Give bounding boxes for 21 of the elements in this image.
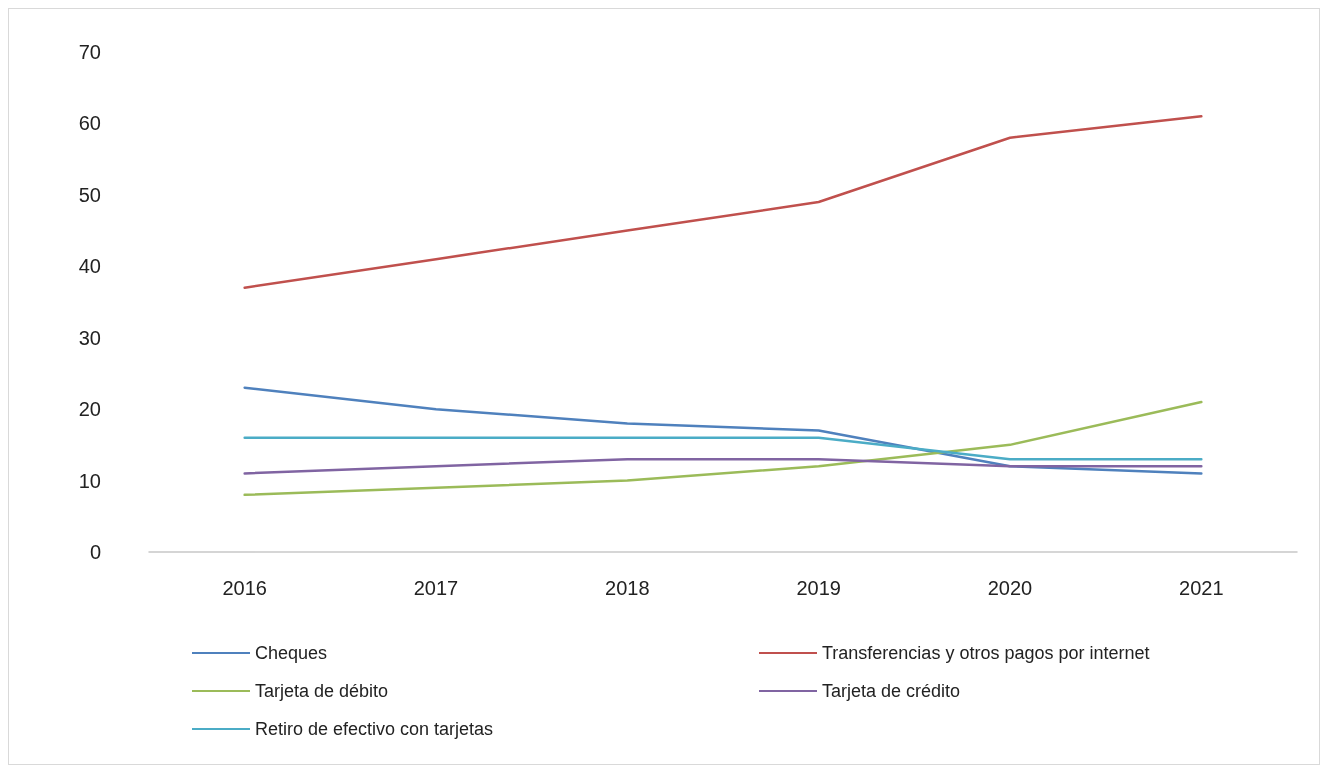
y-tick-label: 40 (78, 255, 101, 278)
line-series (243, 115, 1203, 289)
y-tick-label: 70 (78, 41, 101, 63)
line-series (243, 400, 1203, 497)
x-tick-label: 2016 (222, 577, 267, 599)
y-tick-label: 30 (78, 326, 101, 349)
x-tick-label: 2021 (1179, 577, 1224, 599)
legend-label: Transferencias y otros pagos por internet (822, 643, 1150, 663)
x-tick-label: 2017 (413, 577, 459, 599)
legend-label: Tarjeta de crédito (822, 681, 961, 701)
x-tick-label: 2018 (605, 577, 650, 599)
y-tick-label: 20 (78, 398, 101, 421)
x-tick-label: 2020 (987, 577, 1033, 599)
y-tick-label: 60 (78, 112, 101, 135)
legend-label: Cheques (255, 643, 328, 663)
y-tick-label: 0 (89, 541, 101, 563)
legend-label: Tarjeta de débito (255, 681, 389, 701)
y-tick-label: 10 (78, 469, 101, 492)
legend-label: Retiro de efectivo con tarjetas (255, 719, 494, 739)
y-tick-label: 50 (78, 183, 101, 206)
x-tick-label: 2019 (796, 577, 841, 599)
